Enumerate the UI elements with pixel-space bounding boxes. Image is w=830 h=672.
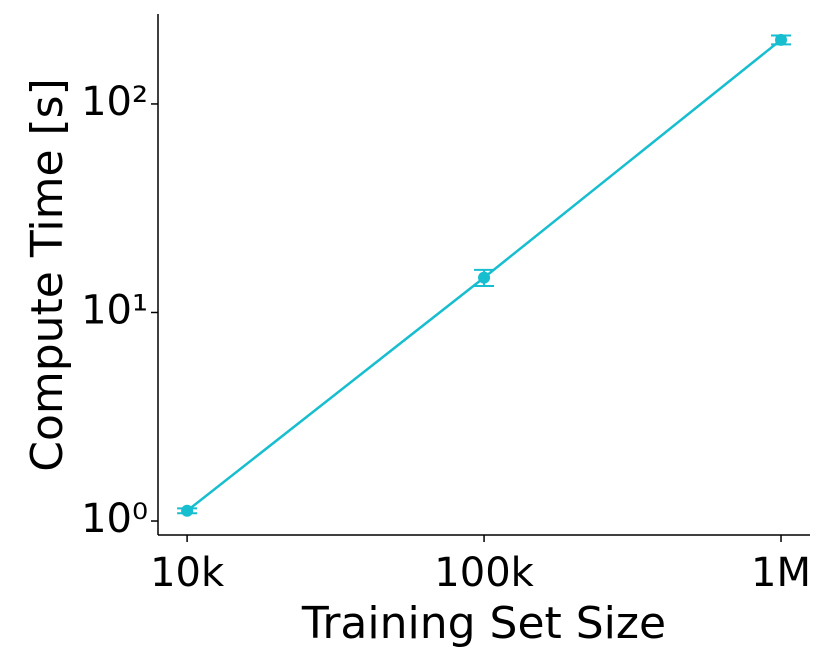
x-tick-label: 100k (434, 550, 534, 596)
y-tick-label: 10¹ (81, 287, 148, 333)
y-tick-label: 10⁰ (81, 496, 148, 542)
x-tick-label: 1M (751, 550, 811, 596)
x-tick-label: 10k (150, 550, 225, 596)
y-tick-label: 10² (81, 79, 148, 125)
data-point (181, 504, 194, 517)
x-axis-label: Training Set Size (301, 598, 666, 649)
data-point (775, 33, 788, 46)
y-axis-label: Compute Time [s] (22, 78, 73, 472)
data-point (478, 271, 491, 284)
